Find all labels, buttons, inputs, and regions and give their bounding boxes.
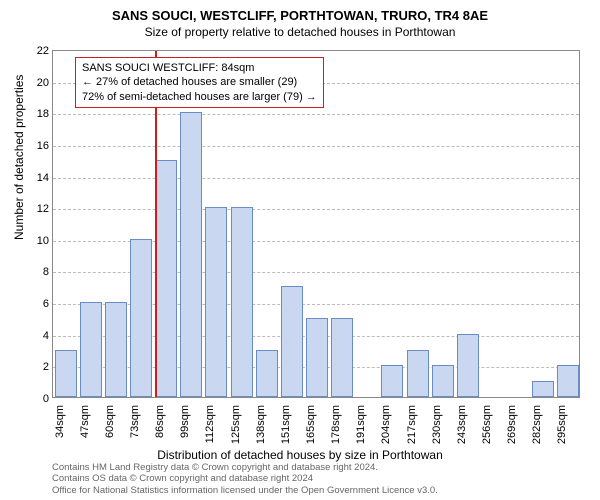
y-tick-label: 16 — [23, 140, 49, 152]
footer-line: Contains OS data © Crown copyright and d… — [52, 473, 438, 484]
y-tick-label: 22 — [23, 45, 49, 57]
bar — [532, 381, 554, 397]
bar — [407, 350, 429, 397]
x-tick-label: 191sqm — [355, 405, 367, 444]
annotation-line: 72% of semi-detached houses are larger (… — [82, 90, 317, 104]
x-tick-label: 243sqm — [456, 405, 468, 444]
x-tick-label: 138sqm — [255, 405, 267, 444]
x-tick-label: 178sqm — [330, 405, 342, 444]
x-tick-label: 34sqm — [54, 405, 66, 438]
bar — [80, 302, 102, 397]
bar — [281, 286, 303, 397]
x-tick-label: 112sqm — [204, 405, 216, 443]
footer-line: Office for National Statistics informati… — [52, 485, 438, 496]
y-tick-label: 8 — [23, 266, 49, 278]
x-tick-label: 125sqm — [230, 405, 242, 444]
bar — [256, 350, 278, 397]
bar — [331, 318, 353, 397]
footer-attribution: Contains HM Land Registry data © Crown c… — [52, 462, 438, 496]
bar — [457, 334, 479, 397]
bar — [105, 302, 127, 397]
x-tick-label: 99sqm — [179, 405, 191, 438]
y-tick-label: 20 — [23, 77, 49, 89]
gridline — [53, 146, 579, 147]
y-tick-label: 10 — [23, 235, 49, 247]
bar — [381, 365, 403, 397]
y-tick-label: 4 — [23, 330, 49, 342]
x-tick-label: 256sqm — [481, 405, 493, 444]
x-tick-label: 217sqm — [406, 405, 418, 444]
footer-line: Contains HM Land Registry data © Crown c… — [52, 462, 438, 473]
y-tick-label: 14 — [23, 172, 49, 184]
bar — [180, 112, 202, 397]
gridline — [53, 178, 579, 179]
plot-area: 024681012141618202234sqm47sqm60sqm73sqm8… — [52, 50, 580, 398]
chart-area: 024681012141618202234sqm47sqm60sqm73sqm8… — [52, 50, 580, 430]
y-tick-label: 12 — [23, 203, 49, 215]
bar — [432, 365, 454, 397]
gridline — [53, 114, 579, 115]
y-tick-label: 0 — [23, 393, 49, 405]
x-tick-label: 204sqm — [380, 405, 392, 444]
bar — [205, 207, 227, 397]
bar — [306, 318, 328, 397]
x-tick-label: 86sqm — [154, 405, 166, 438]
x-tick-label: 295sqm — [556, 405, 568, 444]
x-tick-label: 47sqm — [79, 405, 91, 438]
x-tick-label: 165sqm — [305, 405, 317, 444]
x-axis-label: Distribution of detached houses by size … — [0, 448, 600, 462]
bar — [557, 365, 579, 397]
bar — [55, 350, 77, 397]
x-tick-label: 282sqm — [531, 405, 543, 444]
y-axis-label: Number of detached properties — [12, 75, 26, 240]
bar — [155, 160, 177, 397]
x-tick-label: 151sqm — [280, 405, 292, 444]
annotation-box: SANS SOUCI WESTCLIFF: 84sqm← 27% of deta… — [75, 57, 324, 108]
y-tick-label: 18 — [23, 108, 49, 120]
y-tick-label: 6 — [23, 298, 49, 310]
gridline — [53, 209, 579, 210]
chart-title-sub: Size of property relative to detached ho… — [0, 23, 600, 39]
x-tick-label: 73sqm — [129, 405, 141, 438]
annotation-line: SANS SOUCI WESTCLIFF: 84sqm — [82, 61, 317, 75]
x-tick-label: 269sqm — [506, 405, 518, 444]
y-tick-label: 2 — [23, 361, 49, 373]
bar — [231, 207, 253, 397]
x-tick-label: 60sqm — [104, 405, 116, 438]
x-tick-label: 230sqm — [431, 405, 443, 444]
annotation-line: ← 27% of detached houses are smaller (29… — [82, 75, 317, 89]
bar — [130, 239, 152, 397]
chart-title-main: SANS SOUCI, WESTCLIFF, PORTHTOWAN, TRURO… — [0, 0, 600, 23]
